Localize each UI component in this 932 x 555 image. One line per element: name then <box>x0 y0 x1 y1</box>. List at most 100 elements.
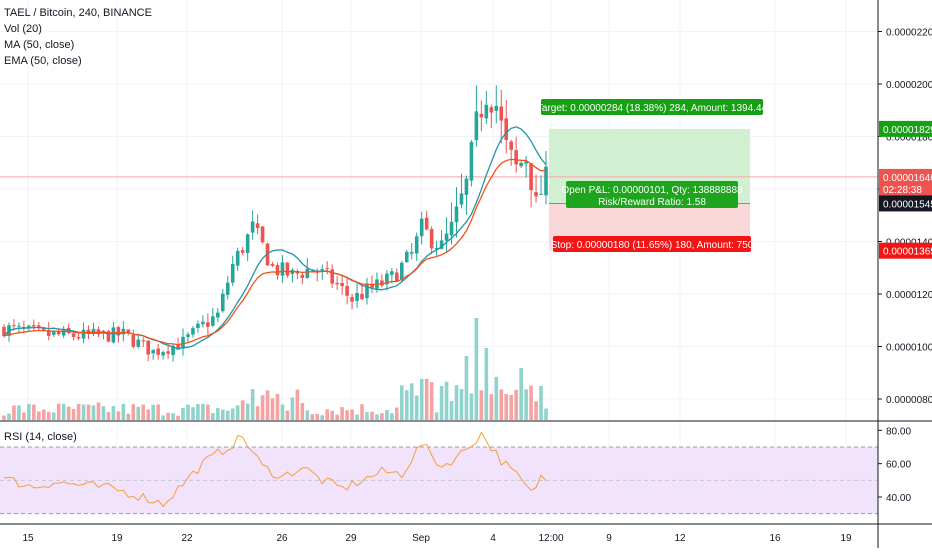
rsi-band <box>0 447 878 514</box>
volume-bar <box>459 389 464 420</box>
rsi-indicator-label[interactable]: RSI (14, close) <box>4 431 77 443</box>
candle-body <box>131 334 136 347</box>
vol-indicator-label[interactable]: Vol (20) <box>4 23 42 35</box>
pnl-label: Open P&L: 0.00000101, Qty: 138888888 <box>561 185 743 196</box>
volume-bar <box>290 397 295 420</box>
moving-average-lines <box>3 126 547 350</box>
candle-body <box>270 263 275 266</box>
ma-indicator-label[interactable]: MA (50, close) <box>4 39 75 51</box>
candle-body <box>91 328 96 335</box>
candle-body <box>116 327 121 336</box>
volume-bar <box>330 410 334 420</box>
candle-body <box>156 348 160 355</box>
volume-bar <box>355 414 359 420</box>
candle-body <box>360 293 364 300</box>
volume-bar <box>539 386 543 420</box>
volume-bar <box>211 413 215 420</box>
candle-body <box>111 327 116 343</box>
candle-body <box>235 250 240 266</box>
candle-body <box>141 340 146 342</box>
volume-bar <box>370 411 374 420</box>
candle-body <box>509 141 513 150</box>
price-axis-background <box>878 0 932 550</box>
rsi-tick-label: 80.00 <box>886 426 911 437</box>
target-price-tag-bg <box>879 120 932 137</box>
candle-body <box>320 269 325 272</box>
time-tick-label: 15 <box>22 533 34 544</box>
volume-bar <box>484 348 489 420</box>
candle-body <box>399 262 404 281</box>
candle-body <box>32 325 36 327</box>
candle-body <box>37 325 41 328</box>
stop-label: Stop: 0.00000180 (11.65%) 180, Amount: 7… <box>551 240 754 251</box>
volume-bar <box>529 385 533 420</box>
candle-body <box>250 221 255 233</box>
pnl-label: Risk/Reward Ratio: 1.58 <box>598 197 706 208</box>
candle-body <box>27 325 31 328</box>
pnl-label-bg <box>566 181 738 208</box>
volume-bar <box>131 404 136 420</box>
volume-bar <box>534 401 538 420</box>
candle-body <box>161 352 165 356</box>
candle-body <box>260 226 265 243</box>
volume-bar <box>320 415 325 420</box>
candle-body <box>464 178 469 195</box>
symbol-title[interactable]: TAEL / Bitcoin, 240, BINANCE <box>4 7 152 19</box>
volume-bar <box>399 385 404 420</box>
volume-bar <box>17 405 21 420</box>
candle-body <box>71 333 76 338</box>
volume-bar <box>46 411 51 420</box>
volume-bar <box>469 393 474 420</box>
volume-bar <box>504 394 509 420</box>
candle-body <box>539 193 543 195</box>
volume-bar <box>91 405 96 420</box>
candle-body <box>345 286 349 296</box>
current-price-tag: 0.00001646 <box>883 173 932 184</box>
candlesticks <box>2 85 548 362</box>
volume-bar <box>156 404 160 420</box>
time-tick-label: 29 <box>345 533 357 544</box>
candle-body <box>230 263 235 283</box>
candle-body <box>424 217 429 230</box>
ema-indicator-label[interactable]: EMA (50, close) <box>4 55 82 67</box>
volume-bar <box>285 410 290 420</box>
volume-bar <box>196 404 200 420</box>
volume-bar <box>519 368 523 420</box>
volume-bar <box>315 413 320 420</box>
candle-body <box>225 282 230 295</box>
candle-body <box>534 192 538 197</box>
current-price-tag-bg <box>879 168 932 197</box>
volume-bar <box>76 403 81 420</box>
time-tick-label: 12:00 <box>538 533 563 544</box>
volume-bar <box>96 402 101 420</box>
volume-bar <box>350 409 354 420</box>
candle-body <box>106 331 111 342</box>
candle-body <box>46 330 51 336</box>
time-tick-label: 19 <box>840 533 852 544</box>
candle-body <box>265 243 270 266</box>
volume-bar <box>335 414 339 420</box>
candle-body <box>76 337 81 339</box>
candle-body <box>330 269 334 284</box>
candle-body <box>2 326 6 336</box>
candle-body <box>355 292 359 301</box>
volume-bar <box>345 410 349 420</box>
candle-body <box>136 339 141 347</box>
volume-bar <box>186 404 190 420</box>
candle-body <box>414 236 419 254</box>
candle-body <box>121 328 126 335</box>
volume-bar <box>365 412 369 420</box>
candle-body <box>275 265 280 276</box>
volume-bar <box>22 412 26 420</box>
volume-bar <box>230 408 235 420</box>
volume-bar <box>240 400 245 420</box>
volume-bar <box>116 411 121 420</box>
candle-body <box>335 282 339 285</box>
candle-body <box>439 240 444 249</box>
candle-body <box>255 223 260 229</box>
candle-body <box>489 107 494 113</box>
